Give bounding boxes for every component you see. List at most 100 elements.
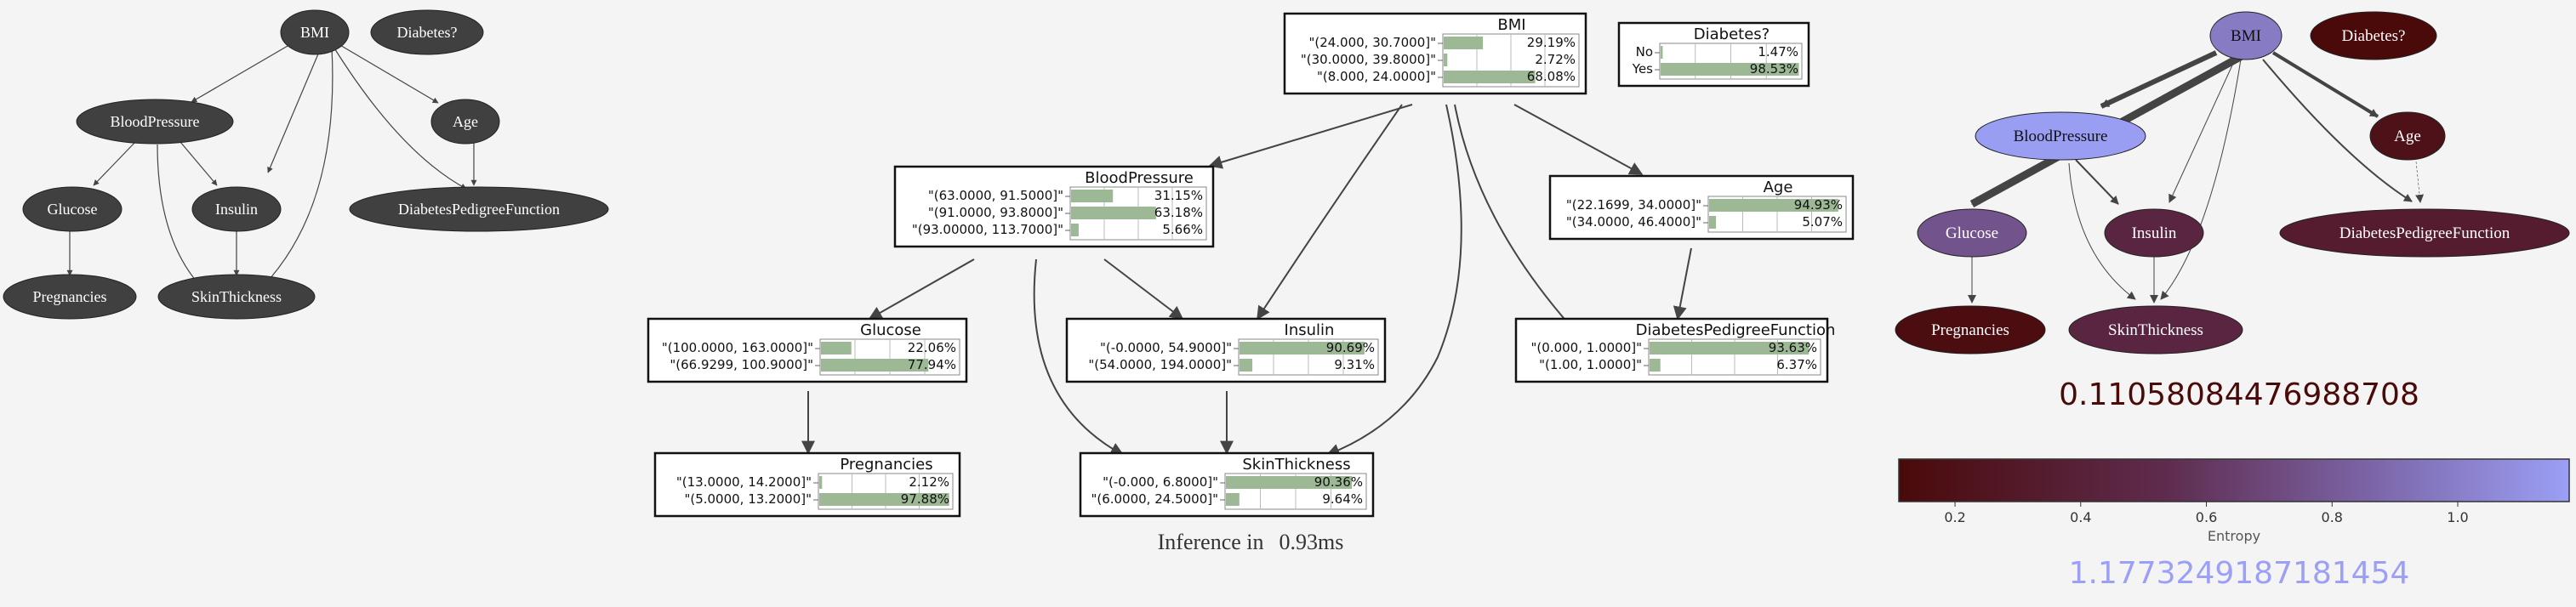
node-label: Diabetes? bbox=[397, 24, 458, 41]
cpt-row-label: "(24.000, 30.7000]" bbox=[1308, 35, 1436, 50]
cpt-row-label: "(54.0000, 194.0000]" bbox=[1088, 357, 1232, 372]
cpt-glucose[interactable]: Glucose "(100.0000, 163.0000]" 22.06% "(66.… bbox=[647, 317, 968, 383]
node-glucose[interactable]: Glucose bbox=[22, 186, 123, 232]
node-skinthickness[interactable]: SkinThickness bbox=[157, 274, 316, 320]
cpt-frame bbox=[1283, 12, 1587, 95]
entropy-node-label: DiabetesPedigreeFunction bbox=[2339, 224, 2510, 242]
cpt-bar bbox=[1709, 199, 1838, 212]
cpt-row-label: No bbox=[1636, 44, 1653, 60]
cpt-bar bbox=[1226, 493, 1240, 506]
min-entropy-value: 0.11058084476988708 bbox=[2059, 377, 2419, 412]
cpt-title: DiabetesPedigreeFunction bbox=[1636, 321, 1836, 339]
cpt-title: BloodPressure bbox=[1085, 169, 1194, 187]
cpt-bar bbox=[1650, 342, 1809, 355]
node-label: Glucose bbox=[48, 201, 98, 218]
node-age[interactable]: Age bbox=[430, 99, 500, 145]
cpt-insulin[interactable]: Insulin "(-0.0000, 54.9000]" 90.69% "(54.00… bbox=[1065, 317, 1387, 383]
cpt-row-value: 94.93% bbox=[1794, 197, 1843, 213]
graph3-edges bbox=[1968, 50, 2425, 304]
node-insulin[interactable]: Insulin bbox=[191, 186, 282, 232]
colorbar-tick-label: 0.2 bbox=[1944, 509, 1965, 525]
node-label: Insulin bbox=[215, 201, 258, 218]
cpt-bmi[interactable]: BMI "(24.000, 30.7000]" 29.19% "(30.0000, 3… bbox=[1283, 12, 1587, 95]
entropy-node-label: Pregnancies bbox=[1931, 321, 2009, 339]
cpt-row-value: 31.15% bbox=[1154, 188, 1203, 203]
cpt-pregnancies[interactable]: Pregnancies "(13.0000, 14.2000]" 2.12% "(5.… bbox=[653, 451, 961, 518]
cpt-bloodpressure[interactable]: BloodPressure "(63.0000, 91.5000]" 31.15% "… bbox=[893, 165, 1215, 248]
entropy-node-label: Insulin bbox=[2132, 224, 2177, 242]
cpt-row-value: 1.47% bbox=[1758, 44, 1798, 60]
entropy-node-bmi[interactable]: BMI bbox=[2209, 11, 2282, 60]
cpt-bar bbox=[1709, 216, 1717, 229]
cpt-row-value: 5.66% bbox=[1162, 222, 1203, 237]
cpt-age[interactable]: Age "(22.1699, 34.0000]" 94.93% "(34.0000, … bbox=[1548, 174, 1855, 241]
cpt-bar bbox=[1650, 359, 1661, 372]
graph2-edges bbox=[801, 104, 1692, 457]
max-entropy-value: 1.1773249187181454 bbox=[2069, 556, 2410, 591]
cpt-bar bbox=[1444, 71, 1536, 83]
entropy-node-shape bbox=[1975, 111, 2146, 161]
cpt-row-value: 22.06% bbox=[908, 340, 956, 355]
cpt-row-label: "(34.0000, 46.4000]" bbox=[1566, 214, 1701, 230]
cpt-title: BMI bbox=[1497, 16, 1525, 34]
colorbar-tick-label: 0.4 bbox=[2070, 509, 2091, 525]
cpt-diabetes[interactable]: Diabetes? No 1.47% Yes 98.53% bbox=[1617, 21, 1810, 88]
entropy-node-label: Diabetes? bbox=[2342, 27, 2406, 45]
cpt-pedigree[interactable]: DiabetesPedigreeFunction"(0.000, 1.0000]… bbox=[1514, 317, 1836, 383]
cpt-row-label: "(8.000, 24.0000]" bbox=[1317, 69, 1436, 84]
node-pedigree[interactable]: DiabetesPedigreeFunction bbox=[349, 186, 609, 232]
cpt-bar bbox=[1444, 54, 1448, 66]
inference-label: Inference in bbox=[1158, 530, 1264, 554]
cpt-row-label: "(1.00, 1.0000]" bbox=[1539, 357, 1642, 372]
cpt-bar bbox=[1240, 359, 1253, 372]
cpt-bar bbox=[819, 493, 949, 506]
node-label: DiabetesPedigreeFunction bbox=[398, 201, 560, 218]
node-diabetes[interactable]: Diabetes? bbox=[370, 9, 484, 55]
cpt-row-value: 93.63% bbox=[1769, 340, 1817, 355]
cpt-row-label: "(66.9299, 100.9000]" bbox=[670, 357, 813, 372]
node-bloodpressure[interactable]: BloodPressure bbox=[76, 99, 234, 145]
entropy-node-label: BMI bbox=[2231, 27, 2261, 45]
cpt-skinthickness[interactable]: SkinThickness "(-0.000, 6.8000]" 90.36% "(6… bbox=[1079, 451, 1375, 518]
cpt-bar bbox=[1071, 190, 1114, 202]
cpt-row-value: 5.07% bbox=[1802, 214, 1843, 230]
cpt-title: Diabetes? bbox=[1694, 26, 1770, 43]
graph1-edges bbox=[66, 42, 477, 295]
entropy-node-skinthickness[interactable]: SkinThickness bbox=[2068, 305, 2243, 355]
cpt-title: Glucose bbox=[860, 321, 921, 339]
cpt-row-value: 90.69% bbox=[1326, 340, 1375, 355]
entropy-node-glucose[interactable]: Glucose bbox=[1917, 208, 2027, 258]
entropy-node-insulin[interactable]: Insulin bbox=[2104, 208, 2204, 258]
entropy-node-pedigree[interactable]: DiabetesPedigreeFunction bbox=[2279, 208, 2570, 258]
cpt-bar bbox=[821, 359, 929, 372]
cpt-row-value: 29.19% bbox=[1527, 35, 1576, 50]
entropy-node-age[interactable]: Age bbox=[2369, 111, 2446, 161]
cpt-row-label: "(30.0000, 39.8000]" bbox=[1301, 52, 1436, 67]
colorbar-tick-label: 1.0 bbox=[2447, 509, 2468, 525]
entropy-node-shape bbox=[2369, 111, 2446, 161]
cpt-bar bbox=[1661, 63, 1799, 76]
cpt-row-value: 9.31% bbox=[1334, 357, 1375, 372]
entropy-node-label: BloodPressure bbox=[2014, 128, 2108, 145]
node-pregnancies[interactable]: Pregnancies bbox=[3, 274, 137, 320]
cpt-bar bbox=[1071, 207, 1156, 219]
entropy-node-diabetes[interactable]: Diabetes? bbox=[2310, 11, 2437, 60]
node-label: Pregnancies bbox=[33, 288, 107, 305]
cpt-title: Pregnancies bbox=[840, 456, 932, 474]
graph1-nodes: BMI Diabetes? BloodPressure Age Glucose … bbox=[3, 9, 609, 320]
cpt-row-value: 6.37% bbox=[1776, 357, 1817, 372]
cpt-row-value: 77.94% bbox=[908, 357, 956, 372]
entropy-node-shape bbox=[1895, 305, 2046, 355]
node-bmi[interactable]: BMI bbox=[280, 9, 350, 55]
inference-graph: BMI "(24.000, 30.7000]" 29.19% "(30.0000, 3… bbox=[647, 12, 1855, 554]
entropy-node-label: SkinThickness bbox=[2108, 321, 2203, 339]
entropy-node-pregnancies[interactable]: Pregnancies bbox=[1895, 305, 2046, 355]
entropy-node-bloodpressure[interactable]: BloodPressure bbox=[1975, 111, 2146, 161]
cpt-bar bbox=[1226, 476, 1353, 489]
cpt-row-label: "(5.0000, 13.2000]" bbox=[684, 491, 812, 507]
cpt-row-label: "(93.00000, 113.7000]" bbox=[912, 222, 1063, 237]
cpt-row-label: "(13.0000, 14.2000]" bbox=[676, 474, 812, 490]
cpt-row-value: 2.12% bbox=[909, 474, 949, 490]
cpt-title: Insulin bbox=[1285, 321, 1335, 339]
